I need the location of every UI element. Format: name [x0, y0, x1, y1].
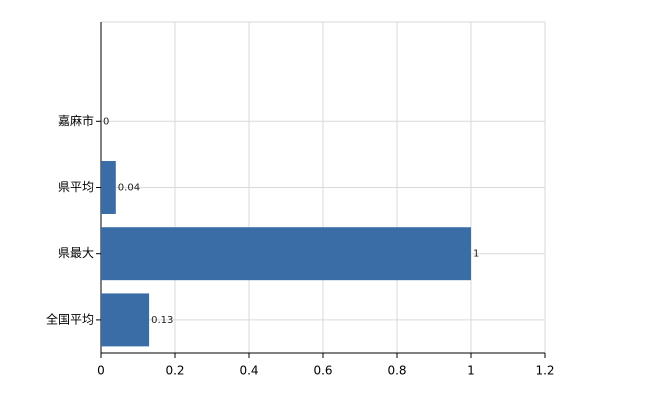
x-tick-label: 0: [97, 364, 105, 378]
y-tick-label: 全国平均: [46, 311, 94, 326]
x-tick-label: 1.2: [535, 364, 554, 378]
x-tick-label: 0.2: [165, 364, 184, 378]
x-tick-label: 0.8: [387, 364, 406, 378]
x-tick-label: 0.4: [239, 364, 258, 378]
y-tick-label: 県最大: [58, 246, 94, 260]
bar: [101, 227, 471, 281]
bar: [101, 293, 150, 347]
bar: [101, 161, 116, 214]
x-tick-label: 1: [467, 364, 475, 378]
value-label: 0.13: [151, 315, 173, 326]
y-tick-label: 嘉麻市: [58, 113, 94, 128]
x-tick-label: 0.6: [313, 364, 332, 378]
y-tick-label: 県平均: [58, 180, 94, 194]
value-label: 1: [473, 249, 479, 260]
value-label: 0: [103, 116, 109, 127]
value-label: 0.04: [118, 183, 140, 194]
